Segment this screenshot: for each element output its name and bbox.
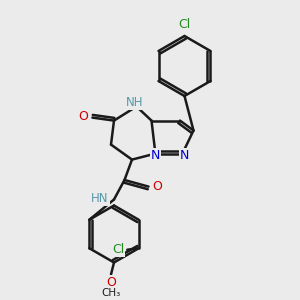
Text: O: O [106,276,116,290]
Text: Cl: Cl [178,17,190,31]
Text: N: N [151,148,160,162]
Text: O: O [152,179,162,193]
Text: HN: HN [91,192,109,205]
Text: NH: NH [126,96,144,110]
Text: CH₃: CH₃ [101,287,121,298]
Text: N: N [180,148,190,162]
Text: Cl: Cl [112,243,124,256]
Text: O: O [79,110,88,124]
